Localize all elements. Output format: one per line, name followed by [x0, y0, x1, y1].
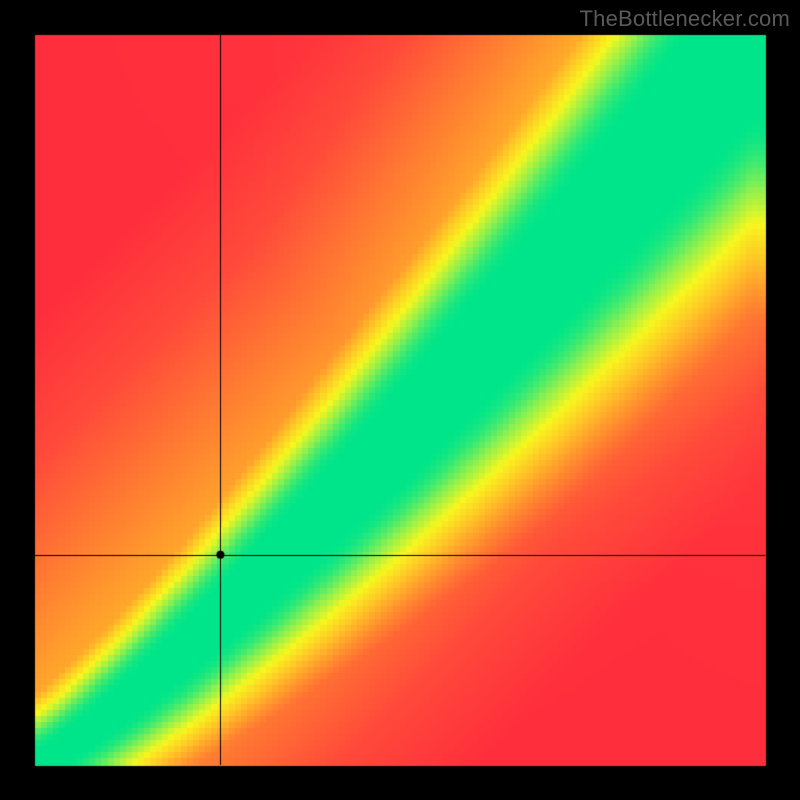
heatmap-canvas	[0, 0, 800, 800]
chart-root: TheBottlenecker.com	[0, 0, 800, 800]
plot-canvas-holder	[0, 0, 800, 800]
watermark-label: TheBottlenecker.com	[580, 6, 790, 32]
